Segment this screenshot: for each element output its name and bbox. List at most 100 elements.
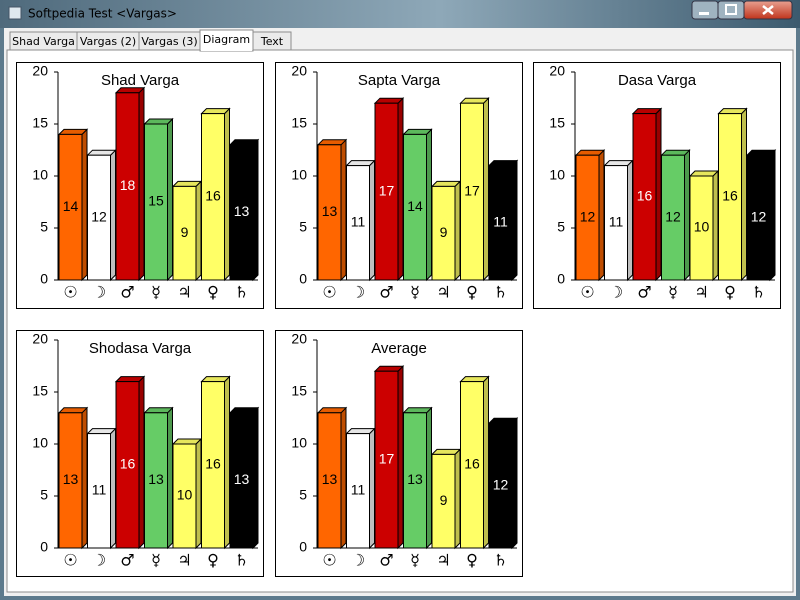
y-tick-label: 0 (557, 271, 565, 287)
bar (317, 144, 342, 281)
data-label: 17 (464, 182, 480, 198)
data-label: 16 (205, 188, 221, 204)
x-tick-label: ♄ (493, 283, 507, 302)
x-tick-label: ☽ (92, 283, 106, 302)
x-tick-label: ♂ (637, 283, 651, 302)
bar-top (86, 149, 117, 156)
minimize-button[interactable] (691, 0, 719, 20)
x-tick-label: ☽ (609, 283, 623, 302)
data-label: 10 (177, 487, 193, 503)
data-label: 12 (665, 208, 681, 224)
bar (718, 113, 742, 281)
y-tick-label: 15 (291, 115, 307, 131)
bar-top (171, 438, 203, 445)
x-tick-label: ♄ (493, 551, 507, 570)
bar-side (426, 406, 432, 550)
bar (229, 144, 254, 281)
bar (87, 154, 111, 281)
chart: 0 5 10 15 20 Sapta Varga 13 ☉ 11 ☽ 17 ♂ 14 ☿ 9 ♃ 17 ♀ 11 ♄ (275, 62, 523, 309)
bar-side (598, 148, 605, 282)
y-tick-label: 15 (549, 115, 565, 131)
tab[interactable] (252, 31, 292, 51)
data-label: 12 (580, 208, 596, 224)
chart-title: Average (371, 340, 427, 357)
bar-top (402, 128, 433, 135)
x-tick-label: ♄ (234, 551, 248, 570)
x-tick-label: ♄ (234, 283, 248, 302)
data-label: 13 (234, 471, 250, 487)
y-tick-label: 5 (40, 219, 48, 235)
bar (403, 133, 427, 281)
bar-top (717, 108, 748, 115)
bar-top (430, 180, 462, 187)
bar-side (224, 375, 230, 550)
x-tick-label: ♀ (466, 551, 478, 570)
bar (144, 123, 168, 281)
bar (746, 154, 771, 281)
x-tick-label: ♀ (466, 283, 478, 302)
bar-side (138, 86, 145, 282)
bar-top (200, 376, 231, 383)
bar (460, 102, 484, 281)
bar (317, 412, 342, 549)
y-tick-label: 5 (299, 487, 307, 503)
data-label: 14 (407, 198, 423, 214)
maximize-button[interactable] (717, 0, 745, 20)
bar-side (252, 138, 259, 282)
bar (346, 165, 370, 281)
data-label: 13 (63, 471, 79, 487)
chart-title: Dasa Varga (618, 72, 697, 89)
bar-top (373, 97, 405, 104)
y-tick-label: 15 (32, 115, 48, 131)
bar (604, 165, 628, 281)
data-label: 12 (493, 476, 509, 492)
x-tick-label: ☿ (151, 283, 161, 302)
bar-top (745, 149, 777, 156)
bar-top (402, 407, 433, 414)
y-tick-label: 0 (40, 271, 48, 287)
x-tick-label: ♃ (177, 551, 191, 570)
chart-title: Sapta Varga (358, 72, 441, 89)
x-tick-label: ☿ (668, 283, 678, 302)
chart: 0 5 10 15 20 Dasa Varga 12 ☉ 11 ☽ 16 ♂ 12 ☿ 10 ♃ 16 ♀ 12 ♄ (533, 62, 781, 309)
data-label: 16 (120, 456, 136, 472)
tab-label: Text (260, 35, 284, 48)
bar-top (487, 160, 519, 167)
chart-title: Shad Varga (101, 72, 180, 89)
data-label: 16 (722, 188, 738, 204)
bar-side (340, 138, 347, 282)
y-tick-label: 5 (299, 219, 307, 235)
bar-top (143, 118, 174, 125)
bar-side (511, 159, 518, 282)
tab-label: Vargas (2) (80, 35, 136, 48)
bar-side (369, 159, 375, 282)
bar-top (143, 407, 174, 414)
bar-top (228, 139, 260, 146)
bar-top (631, 108, 663, 115)
x-tick-label: ♀ (724, 283, 736, 302)
bar-top (57, 407, 89, 414)
bar-top (373, 365, 405, 372)
bar-top (200, 108, 231, 115)
y-tick-label: 0 (40, 539, 48, 555)
bar-side (81, 406, 88, 550)
chart: 0 5 10 15 20 Average 13 ☉ 11 ☽ 17 ♂ 13 ☿ 9 ♃ 16 ♀ 12 ♄ (275, 330, 523, 577)
x-tick-label: ♄ (751, 283, 765, 302)
bar (115, 92, 140, 281)
data-label: 17 (379, 182, 395, 198)
x-tick-label: ☽ (92, 551, 106, 570)
x-tick-label: ☽ (351, 551, 365, 570)
bar-side (195, 437, 202, 550)
bar (575, 154, 600, 281)
data-label: 13 (407, 471, 423, 487)
bar (374, 370, 399, 549)
data-label: 15 (148, 193, 164, 209)
bar (115, 381, 140, 549)
data-label: 13 (322, 471, 338, 487)
bar-side (110, 427, 116, 550)
bar-side (397, 364, 404, 550)
data-label: 11 (493, 214, 508, 230)
bar (488, 422, 513, 549)
